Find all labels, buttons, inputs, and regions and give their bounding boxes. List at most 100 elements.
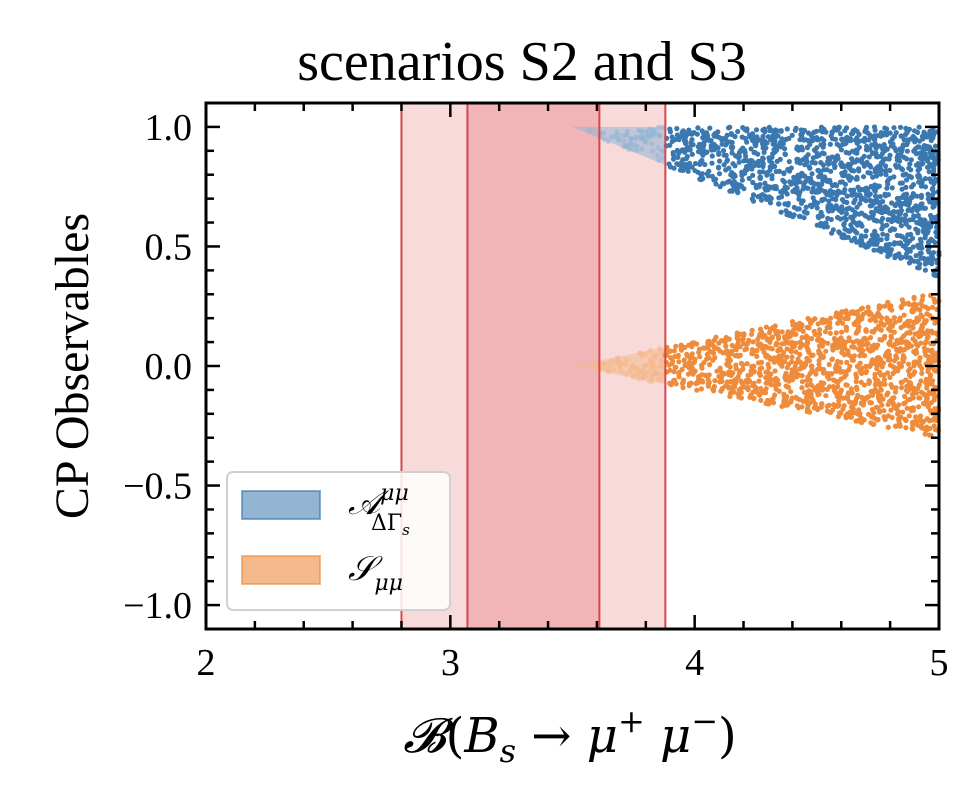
series-1-point bbox=[820, 353, 826, 359]
series-0-point bbox=[802, 162, 808, 168]
series-0-point bbox=[863, 147, 870, 153]
y-tick-label: −0.5 bbox=[123, 466, 192, 508]
series-0-point bbox=[788, 165, 794, 171]
series-0-point bbox=[880, 231, 886, 237]
series-1-point bbox=[799, 364, 805, 370]
series-0-point bbox=[837, 179, 843, 185]
series-0-point bbox=[796, 147, 802, 153]
series-1-point bbox=[933, 414, 939, 420]
series-1-point bbox=[712, 337, 718, 343]
series-0-point bbox=[887, 227, 893, 234]
series-1-point bbox=[727, 393, 733, 399]
series-1-point bbox=[649, 374, 655, 380]
series-1-point bbox=[902, 339, 909, 345]
series-1-point bbox=[745, 372, 751, 379]
series-1-point bbox=[812, 387, 819, 393]
series-1-point bbox=[712, 355, 718, 361]
series-1-point bbox=[812, 401, 818, 407]
series-1-point bbox=[736, 394, 742, 400]
series-0-point bbox=[717, 184, 723, 190]
series-1-point bbox=[838, 410, 844, 416]
series-0-point bbox=[834, 141, 840, 147]
series-0-point bbox=[917, 261, 923, 267]
series-1-point bbox=[780, 360, 786, 366]
series-1-point bbox=[907, 366, 913, 372]
series-1-point bbox=[889, 384, 895, 390]
series-0-point bbox=[906, 224, 912, 230]
series-0-point bbox=[706, 168, 712, 174]
series-1-point bbox=[799, 334, 805, 341]
series-0-point bbox=[818, 160, 824, 166]
series-1-point bbox=[809, 395, 815, 401]
series-0-point bbox=[735, 190, 741, 196]
series-1-point bbox=[755, 336, 761, 343]
series-0-point bbox=[723, 142, 729, 148]
series-0-point bbox=[826, 198, 832, 204]
series-1-point bbox=[601, 361, 607, 367]
series-0-point bbox=[782, 146, 788, 152]
series-1-point bbox=[632, 367, 638, 373]
series-1-point bbox=[882, 333, 888, 339]
series-0-point bbox=[873, 232, 879, 238]
series-0-point bbox=[813, 189, 819, 195]
series-0-point bbox=[786, 159, 792, 165]
series-1-point bbox=[642, 362, 648, 368]
series-0-point bbox=[786, 135, 792, 142]
series-0-point bbox=[819, 136, 825, 142]
series-1-point bbox=[701, 345, 707, 351]
series-1-point bbox=[865, 341, 871, 347]
x-tick-labels: 2 3 4 5 bbox=[197, 642, 949, 684]
series-1-point bbox=[797, 344, 803, 351]
series-1-point bbox=[840, 320, 846, 326]
series-1-point bbox=[756, 392, 763, 398]
series-0-point bbox=[739, 177, 746, 183]
series-0-point bbox=[748, 157, 754, 164]
series-1-point bbox=[882, 303, 888, 309]
series-0-point bbox=[859, 156, 865, 162]
series-1-point bbox=[866, 311, 872, 317]
series-0-point bbox=[723, 152, 729, 158]
series-0-point bbox=[915, 129, 921, 135]
series-1-point bbox=[819, 401, 825, 407]
series-1-point bbox=[838, 359, 844, 365]
series-1-point bbox=[743, 346, 750, 352]
series-1-point bbox=[923, 339, 929, 345]
series-0-point bbox=[676, 137, 682, 143]
series-1-point bbox=[707, 362, 713, 368]
series-0-point bbox=[846, 228, 852, 234]
series-1-point bbox=[929, 347, 935, 353]
series-0-point bbox=[894, 195, 901, 202]
series-1-point bbox=[817, 365, 823, 371]
series-1-point bbox=[815, 321, 821, 327]
series-0-point bbox=[757, 174, 764, 180]
series-0-point bbox=[838, 161, 844, 167]
series-1-point bbox=[750, 339, 756, 345]
series-1-point bbox=[682, 344, 688, 351]
series-1-point bbox=[910, 419, 916, 425]
series-1-point bbox=[694, 387, 700, 393]
series-0-point bbox=[758, 137, 764, 143]
series-1-point bbox=[797, 351, 803, 358]
series-1-point bbox=[749, 347, 756, 353]
series-0-point bbox=[924, 258, 930, 264]
series-0-point bbox=[750, 172, 756, 178]
series-0-point bbox=[810, 195, 816, 201]
series-0-point bbox=[842, 215, 848, 221]
series-1-point bbox=[859, 316, 865, 322]
series-0-point bbox=[913, 162, 920, 168]
series-1-point bbox=[922, 318, 928, 324]
series-0-point bbox=[716, 164, 722, 170]
series-1-point bbox=[775, 335, 782, 342]
series-0-point bbox=[742, 150, 748, 156]
series-1-point bbox=[643, 351, 650, 357]
series-1-point bbox=[863, 328, 869, 334]
series-0-point bbox=[676, 150, 682, 156]
series-1-point bbox=[906, 413, 912, 419]
series-0-point bbox=[930, 185, 936, 191]
series-0-point bbox=[858, 242, 864, 248]
series-0-point bbox=[699, 171, 706, 177]
series-0-points bbox=[572, 124, 942, 279]
x-axis-label-mu2: μ bbox=[645, 708, 691, 764]
series-0-point bbox=[846, 150, 852, 156]
series-1-point bbox=[903, 377, 909, 383]
